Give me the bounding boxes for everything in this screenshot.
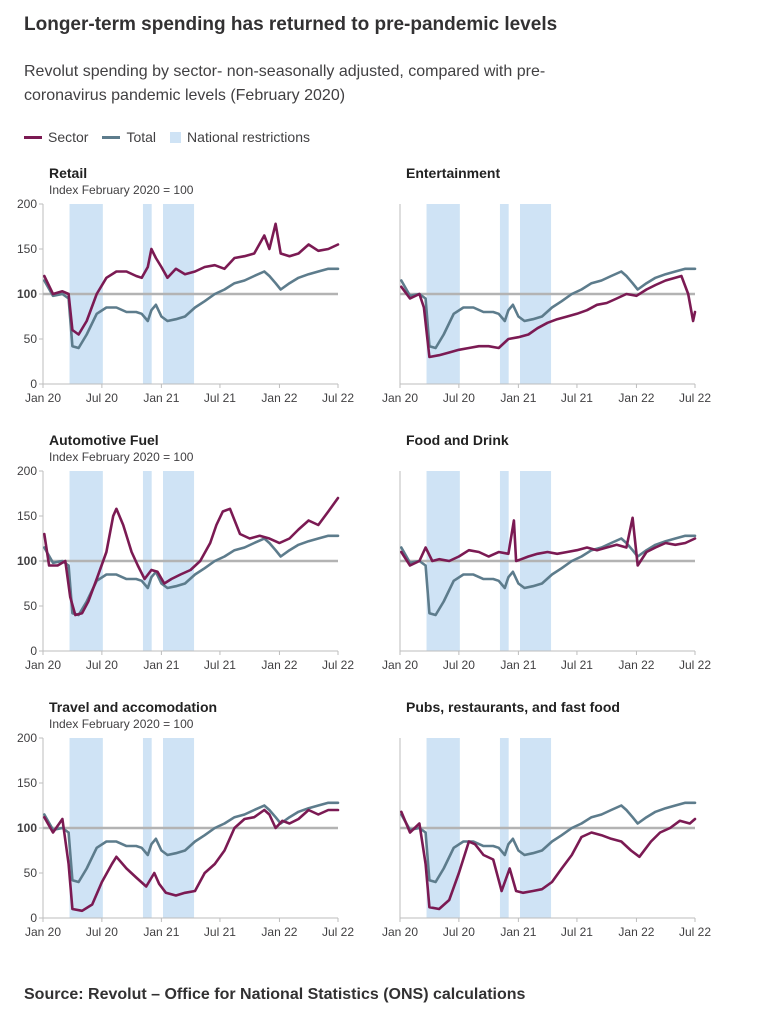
x-tick-label: Jul 20	[86, 658, 118, 672]
legend-item-restrictions: National restrictions	[170, 129, 310, 145]
y-tick-label: 150	[17, 776, 37, 790]
series-line-total	[400, 267, 697, 350]
legend-label-total: Total	[126, 129, 157, 145]
panel-note: Index February 2020 = 100	[49, 450, 194, 464]
y-tick-label: 100	[17, 821, 37, 835]
y-tick-label: 150	[17, 242, 37, 256]
legend-swatch-total	[102, 135, 121, 139]
x-tick-label: Jan 20	[382, 925, 418, 939]
x-tick-label: Jan 20	[382, 658, 418, 672]
x-tick-label: Jan 22	[618, 658, 654, 672]
series-line-total	[43, 267, 340, 350]
legend-label-sector: Sector	[48, 129, 89, 145]
y-tick-label: 150	[17, 509, 37, 523]
y-tick-label: 200	[17, 464, 37, 478]
x-tick-label: Jul 21	[561, 391, 593, 405]
legend: Sector Total National restrictions	[24, 128, 324, 146]
x-tick-label: Jan 21	[143, 925, 179, 939]
x-tick-label: Jul 22	[679, 391, 711, 405]
legend-label-restrictions: National restrictions	[187, 129, 310, 145]
x-tick-label: Jan 21	[143, 658, 179, 672]
source-note: Source: Revolut – Office for National St…	[24, 986, 526, 1003]
x-tick-label: Jul 20	[443, 925, 475, 939]
y-tick-label: 0	[30, 911, 37, 925]
x-tick-label: Jul 22	[322, 658, 354, 672]
series-line-sector	[400, 274, 697, 359]
panel-5: Jan 20 Jul 20 Jan 21 Jul 21 Jan 22 Jul 22 Pubs…	[382, 699, 711, 939]
legend-item-total: Total	[102, 129, 156, 145]
series-line-sector	[400, 516, 697, 567]
x-tick-label: Jan 22	[618, 391, 654, 405]
x-tick-label: Jan 21	[143, 391, 179, 405]
x-tick-label: Jan 21	[500, 391, 536, 405]
legend-swatch-sector	[24, 135, 42, 139]
y-tick-label: 100	[17, 287, 37, 301]
x-tick-label: Jul 21	[204, 391, 236, 405]
x-tick-label: Jul 20	[443, 658, 475, 672]
x-tick-label: Jul 21	[561, 925, 593, 939]
x-tick-label: Jul 20	[443, 391, 475, 405]
panel-2: 0 50 100 150 200 Jan 20 Jul 20 Jan 21 Jul 21 Jan …	[17, 432, 354, 672]
chart-title: Longer-term spending has returned to pre…	[24, 14, 558, 35]
x-tick-label: Jan 21	[500, 925, 536, 939]
y-tick-label: 50	[24, 332, 38, 346]
legend-item-sector: Sector	[24, 129, 88, 145]
series-line-sector	[43, 496, 340, 617]
x-tick-label: Jan 22	[261, 658, 297, 672]
series-line-sector	[43, 808, 340, 913]
panel-title: Travel and accomodation	[49, 699, 217, 715]
x-tick-label: Jan 21	[500, 658, 536, 672]
series-line-sector	[400, 810, 697, 911]
x-tick-label: Jan 22	[261, 391, 297, 405]
panel-0: 0 50 100 150 200 Jan 20 Jul 20 Jan 21 Jul 21 Jan …	[17, 165, 354, 405]
series-line-total	[43, 534, 340, 617]
x-tick-label: Jul 21	[204, 658, 236, 672]
panel-title: Retail	[49, 165, 87, 181]
y-tick-label: 200	[17, 197, 37, 211]
panel-note: Index February 2020 = 100	[49, 183, 194, 197]
x-tick-label: Jul 20	[86, 391, 118, 405]
y-tick-label: 0	[30, 377, 37, 391]
panel-note: Index February 2020 = 100	[49, 717, 194, 731]
panel-title: Automotive Fuel	[49, 432, 159, 448]
y-tick-label: 50	[24, 866, 38, 880]
x-tick-label: Jan 20	[25, 925, 61, 939]
x-tick-label: Jul 22	[322, 925, 354, 939]
legend-swatch-restrictions	[170, 131, 182, 143]
x-tick-label: Jul 21	[204, 925, 236, 939]
panel-title: Food and Drink	[406, 432, 509, 448]
y-tick-label: 200	[17, 731, 37, 745]
chart-subtitle: Revolut spending by sector- non-seasonal…	[24, 63, 546, 104]
x-tick-label: Jul 22	[679, 658, 711, 672]
x-tick-label: Jan 22	[618, 925, 654, 939]
panel-title: Pubs, restaurants, and fast food	[406, 699, 620, 715]
x-tick-label: Jul 20	[86, 925, 118, 939]
x-tick-label: Jan 20	[25, 658, 61, 672]
x-tick-label: Jul 21	[561, 658, 593, 672]
y-tick-label: 50	[24, 599, 38, 613]
x-tick-label: Jul 22	[679, 925, 711, 939]
panel-3: Jan 20 Jul 20 Jan 21 Jul 21 Jan 22 Jul 22 Food…	[382, 432, 711, 672]
panel-title: Entertainment	[406, 165, 500, 181]
x-tick-label: Jan 22	[261, 925, 297, 939]
series-line-sector	[43, 222, 340, 336]
y-tick-label: 100	[17, 554, 37, 568]
series-line-total	[400, 801, 697, 884]
x-tick-label: Jan 20	[382, 391, 418, 405]
panel-1: Jan 20 Jul 20 Jan 21 Jul 21 Jan 22 Jul 22 Ente…	[382, 165, 711, 405]
panel-4: 0 50 100 150 200 Jan 20 Jul 20 Jan 21 Jul 21 Jan …	[17, 699, 354, 939]
y-tick-label: 0	[30, 644, 37, 658]
x-tick-label: Jan 20	[25, 391, 61, 405]
x-tick-label: Jul 22	[322, 391, 354, 405]
